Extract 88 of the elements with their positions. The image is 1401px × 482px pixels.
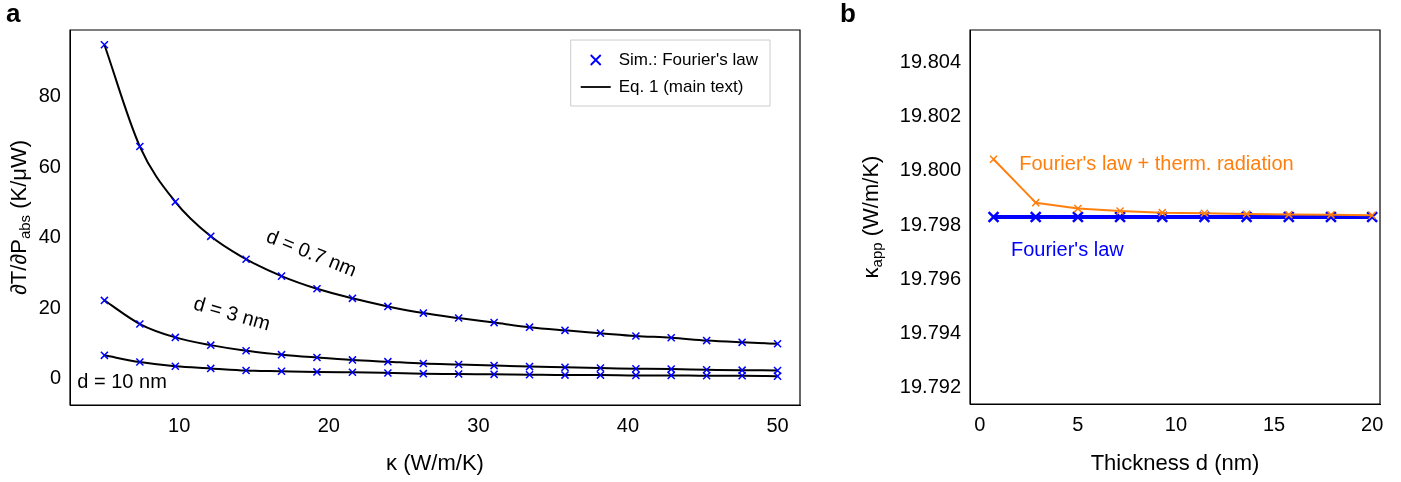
point [171, 197, 180, 207]
x-tick-label: 40 [616, 413, 640, 436]
point [596, 328, 605, 338]
y-axis-title: κapp (W/m/K) [858, 155, 886, 279]
x-axis-title: Thickness d (nm) [1090, 450, 1260, 475]
y-axis-title: ∂T/∂Pabs (K/μW) [6, 139, 34, 296]
point [1242, 209, 1251, 219]
y-tick-label: 0 [49, 366, 61, 389]
point [1115, 206, 1125, 216]
line-series [103, 43, 779, 345]
x-tick-label: 5 [1072, 412, 1084, 435]
x-tick-label: 20 [317, 413, 340, 436]
x-tick-label: 0 [974, 412, 986, 435]
point [135, 319, 145, 329]
series-label: Fourier's law [1011, 238, 1125, 261]
y-tick-label: 80 [38, 84, 61, 107]
y-tick-label: 19.800 [899, 158, 961, 181]
point [1071, 210, 1085, 224]
point [987, 210, 1000, 224]
point [277, 271, 286, 281]
point [171, 333, 180, 342]
point [277, 350, 286, 359]
chart-title: b [840, 0, 856, 29]
point [702, 336, 711, 345]
x-tick-label: 10 [1164, 412, 1188, 435]
y-tick-label: 20 [38, 295, 61, 318]
annotation: d = 0.7 nm [263, 224, 360, 281]
point [666, 333, 676, 343]
point [348, 355, 357, 365]
point [100, 351, 109, 360]
point [631, 331, 641, 341]
point [989, 154, 998, 164]
point [1157, 208, 1167, 217]
point [241, 254, 251, 264]
point [419, 308, 428, 318]
point [206, 232, 216, 241]
point [489, 318, 499, 327]
series-label: Fourier's law + therm. radiation [1019, 152, 1294, 175]
point [454, 313, 463, 323]
legend-label: Eq. 1 (main text) [618, 76, 744, 96]
point [100, 296, 109, 305]
y-tick-label: 19.796 [899, 266, 961, 289]
point [1326, 210, 1336, 220]
point [383, 302, 393, 311]
annotation: d = 3 nm [191, 291, 273, 335]
point [1200, 208, 1209, 218]
point [525, 322, 534, 332]
point [312, 284, 322, 294]
point [348, 294, 357, 303]
point [312, 367, 322, 377]
point [241, 366, 251, 375]
point [241, 346, 251, 356]
point [206, 364, 216, 373]
point [348, 367, 357, 377]
x-tick-label: 10 [168, 413, 191, 436]
point [100, 40, 109, 50]
y-tick-label: 19.802 [899, 104, 961, 127]
y-tick-label: 19.804 [899, 50, 961, 73]
y-tick-label: 19.798 [899, 212, 961, 235]
point [383, 368, 393, 378]
point [773, 339, 782, 349]
y-tick-label: 60 [38, 154, 61, 177]
point [1031, 198, 1040, 207]
annotation: d = 10 nm [77, 370, 167, 393]
point [135, 142, 145, 151]
point [312, 353, 322, 362]
point [1367, 211, 1377, 220]
x-tick-label: 30 [467, 413, 490, 436]
x-tick-label: 15 [1262, 412, 1286, 435]
x-axis-title: κ (W/m/K) [386, 450, 484, 475]
x-tick-label: 50 [766, 413, 789, 436]
point [1073, 204, 1083, 213]
y-tick-label: 19.794 [899, 321, 961, 344]
point [206, 340, 216, 350]
legend-label: Sim.: Fourier's law [618, 49, 759, 69]
point [560, 326, 570, 335]
y-tick-label: 19.792 [899, 375, 961, 398]
point [737, 338, 747, 347]
point [171, 361, 180, 371]
point [1029, 210, 1042, 224]
y-tick-label: 40 [38, 225, 61, 248]
x-tick-label: 20 [1361, 412, 1384, 435]
point [1284, 210, 1294, 219]
point [383, 357, 393, 366]
point [135, 357, 145, 367]
chart-title: a [6, 0, 21, 29]
point [1365, 210, 1379, 224]
point [277, 366, 286, 376]
